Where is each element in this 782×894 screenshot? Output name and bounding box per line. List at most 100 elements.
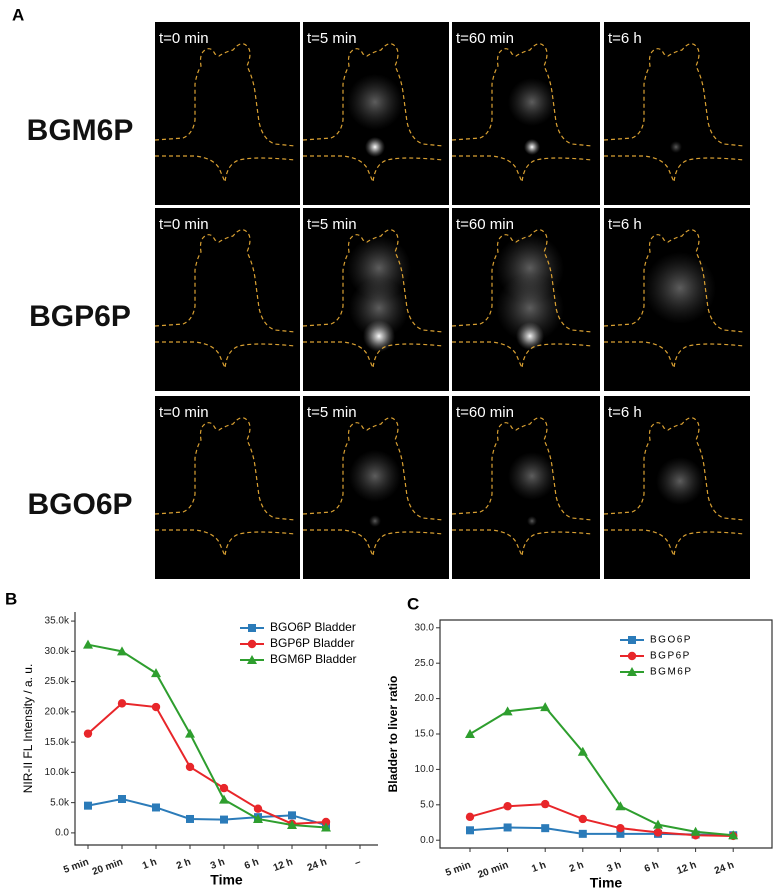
y-tick-label: 0.0 [420, 835, 434, 846]
marker [321, 817, 331, 827]
marker [728, 830, 739, 840]
time-label: t=5 min [307, 30, 357, 47]
panel-label: C [407, 594, 419, 613]
marker [220, 815, 228, 824]
signal [508, 452, 556, 500]
signal [656, 457, 704, 505]
series-line [469, 706, 734, 837]
series-line [469, 803, 734, 837]
marker [321, 822, 331, 832]
row-label: BGM6P [27, 114, 134, 147]
marker [578, 829, 587, 838]
signal [527, 516, 537, 526]
image-background [155, 208, 300, 391]
marker [219, 783, 229, 793]
marker [627, 651, 637, 661]
series [465, 702, 739, 840]
marker [152, 803, 160, 812]
mouse-outline [451, 417, 593, 559]
y-tick-label: 10.0 [415, 764, 435, 775]
mouse-outline [451, 43, 593, 185]
image-cell: t=60 min [451, 208, 600, 391]
x-tick-label: 3 h [209, 857, 226, 872]
time-label: t=60 min [456, 216, 514, 233]
marker [653, 828, 663, 837]
marker [503, 823, 512, 832]
time-label: t=6 h [608, 30, 642, 47]
legend-label: BGP6P [650, 651, 691, 662]
marker [653, 819, 663, 829]
image-cell: t=60 min [451, 396, 600, 579]
marker [247, 655, 257, 664]
y-tick-label: 20.0k [45, 706, 70, 717]
x-tick-label: 24 h [713, 860, 736, 877]
marker [118, 795, 126, 804]
x-tick-label: 2 h [175, 857, 192, 872]
image-cell: t=60 min [451, 22, 600, 205]
marker [117, 699, 127, 708]
marker [541, 824, 550, 833]
mouse-outline [154, 417, 296, 559]
mouse-outline [154, 43, 296, 185]
x-tick-label: 5 min [444, 860, 472, 879]
marker [253, 813, 263, 823]
x-tick-label: 6 h [243, 857, 260, 872]
marker [540, 702, 551, 712]
image-cell: t=6 h [603, 208, 750, 391]
marker [541, 799, 550, 809]
signal [644, 252, 716, 324]
legend-label: BGO6P Bladder [270, 620, 356, 634]
marker [466, 826, 474, 835]
y-tick-label: 15.0k [45, 737, 70, 748]
marker [219, 794, 229, 804]
image-cell: t=5 min [302, 396, 449, 579]
y-tick-label: 20.0 [415, 693, 435, 704]
time-label: t=6 h [608, 216, 642, 233]
marker [502, 706, 513, 716]
time-label: t=0 min [159, 404, 209, 421]
marker [628, 636, 636, 644]
y-tick-label: 15.0 [415, 729, 435, 740]
time-label: t=0 min [159, 216, 209, 233]
marker [248, 624, 256, 632]
marker [577, 746, 588, 756]
x-tick-label: 5 min [62, 857, 90, 876]
marker [151, 668, 161, 678]
time-label: t=0 min [159, 30, 209, 47]
y-tick-label: 25.0k [45, 676, 70, 687]
time-label: t=6 h [608, 404, 642, 421]
y-tick-label: 30.0 [415, 622, 435, 633]
x-tick-label: 1 h [141, 857, 158, 872]
panel-label: A [12, 5, 24, 24]
x-tick-label: 6 h [643, 860, 660, 875]
marker [616, 829, 625, 838]
image-cell: t=6 h [603, 22, 750, 205]
signal [496, 274, 564, 342]
x-tick-label: 12 h [272, 857, 295, 874]
marker [503, 802, 512, 811]
signal [365, 137, 385, 157]
x-tick-label: 12 h [675, 860, 698, 877]
marker [287, 820, 297, 830]
marker [253, 804, 263, 813]
marker [288, 811, 296, 820]
mouse-outline [451, 229, 593, 371]
signal [670, 141, 682, 153]
y-tick-label: 0.0 [55, 828, 69, 839]
time-label: t=5 min [307, 404, 357, 421]
mouse-outline [603, 43, 745, 185]
signal [349, 450, 401, 502]
legend-label: BGP6P Bladder [270, 636, 355, 650]
panel-label: B [5, 589, 17, 608]
marker [185, 728, 195, 738]
mouse-outline [603, 229, 745, 371]
marker [117, 646, 127, 656]
marker [83, 639, 93, 649]
mouse-outline [302, 229, 444, 371]
signal [369, 515, 381, 527]
y-tick-label: 35.0k [45, 616, 70, 627]
image-cell: t=0 min [154, 22, 300, 205]
x-tick-label: 24 h [306, 857, 329, 874]
x-tick-label: 3 h [605, 860, 622, 875]
